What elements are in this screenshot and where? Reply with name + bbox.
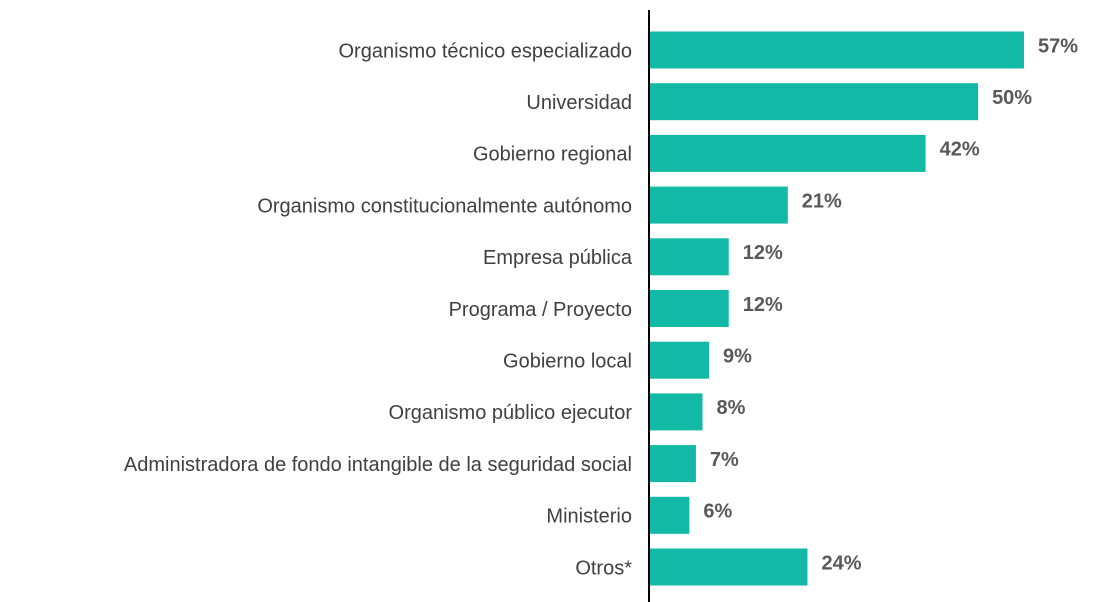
category-label: Gobierno local [503,350,632,372]
category-label: Organismo técnico especializado [339,40,633,62]
value-label: 21% [802,190,842,212]
bar [650,134,926,172]
bar [650,341,710,379]
category-label: Organismo constitucionalmente autónomo [257,195,632,217]
category-label: Empresa pública [483,247,633,269]
value-label: 6% [703,501,732,523]
bar [650,83,979,121]
bar [650,496,690,534]
bar [650,31,1024,69]
value-label: 42% [940,139,980,161]
value-label: 57% [1038,35,1078,57]
bar [650,445,696,483]
bar [650,290,729,327]
value-label: 12% [743,294,783,316]
value-label: 7% [710,449,739,471]
category-label: Programa / Proyecto [449,299,632,321]
category-label: Administradora de fondo intangible de la… [124,454,632,476]
category-label: Otros* [575,557,632,579]
bar [650,186,788,224]
category-label: Organismo público ejecutor [389,402,633,424]
category-label: Gobierno regional [473,144,632,166]
value-label: 24% [821,552,861,574]
bar [650,548,808,586]
category-label: Ministerio [546,506,632,528]
bar [650,393,703,431]
value-label: 50% [992,87,1032,109]
value-label: 12% [743,242,783,264]
category-label: Universidad [526,92,632,114]
value-label: 8% [716,397,745,419]
bar [650,238,729,276]
value-label: 9% [723,345,752,367]
